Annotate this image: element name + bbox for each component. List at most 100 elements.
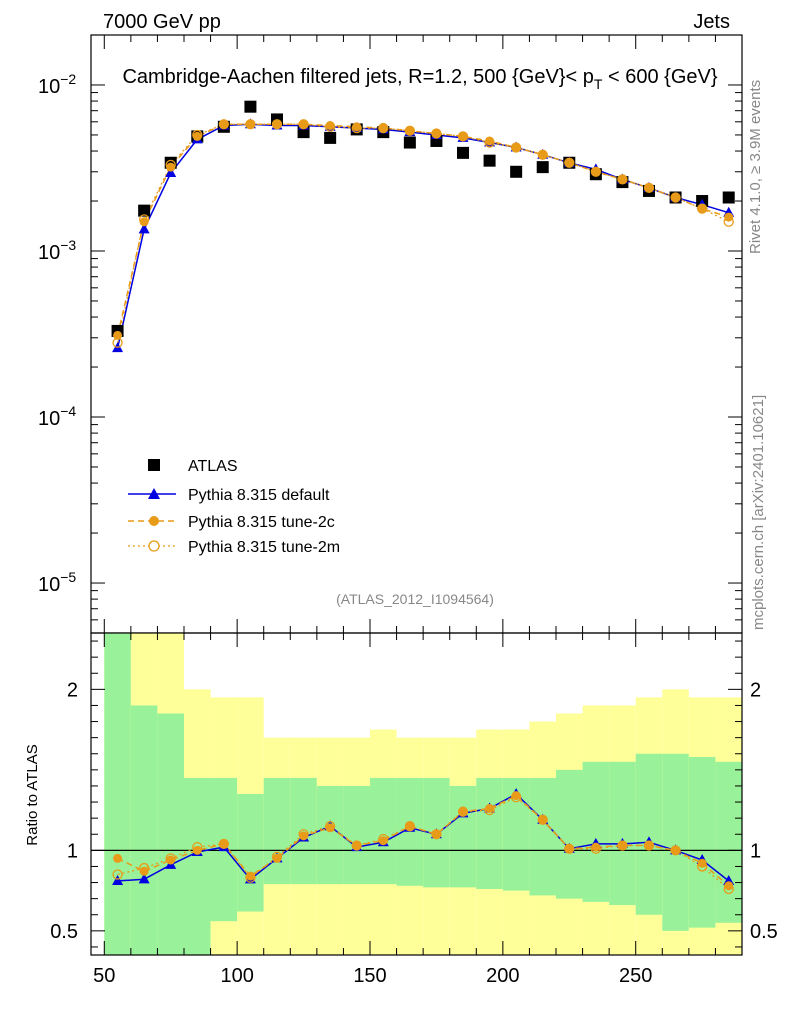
main-point-0-15: [510, 165, 523, 178]
ratio-ytick-label-left-2: 2: [67, 679, 78, 701]
ratio-point-1-19: [617, 841, 627, 851]
ratio-ytick-label-right-1: 1: [750, 840, 761, 862]
ratio-point-1-22: [697, 858, 707, 868]
ratio-band-inner-20: [635, 753, 663, 915]
ratio-band-inner-10: [370, 777, 397, 885]
main-point-2-21: [671, 192, 681, 202]
ratio-band-inner-5: [237, 794, 264, 912]
main-ytick-exp: −4: [60, 403, 76, 419]
ratio-point-2-16: [537, 814, 548, 825]
plot-title-end: < 600 {GeV}: [602, 66, 717, 88]
ratio-axes: 0.5 0.51 12 250 100 150 200 250: [50, 632, 778, 987]
main-point-2-7: [299, 119, 309, 129]
ratio-xtick-label-4: 250: [619, 965, 652, 987]
main-point-3-8: [324, 121, 336, 132]
ratio-xtick-label-0: 50: [93, 965, 115, 987]
ratio-band-inner-1: [130, 705, 158, 955]
ratio-ylabel: Ratio to ATLAS: [24, 744, 41, 845]
ratio-point-1-9: [352, 841, 362, 851]
main-point-3-17: [564, 157, 575, 168]
ratio-point-2-21: [670, 845, 681, 856]
legend-label-tune2c: Pythia 8.315 tune-2c: [188, 514, 335, 531]
header-jets: Jets: [693, 11, 730, 33]
main-point-3-23: [723, 216, 734, 227]
main-ytick-exp: −2: [60, 71, 76, 87]
ratio-point-2-18: [590, 843, 602, 854]
ratio-band-inner-19: [609, 761, 636, 906]
ratio-xtick-label-1: 100: [220, 965, 253, 987]
main-point-3-14: [484, 137, 495, 148]
ratio-point-1-16: [538, 815, 548, 825]
main-ytick-label-1: 10−4: [38, 403, 76, 430]
ratio-band-inner-14: [476, 777, 503, 889]
plot-title-sub: T: [594, 76, 603, 92]
main-point-0-7: [297, 126, 310, 139]
main-point-0-14: [483, 154, 496, 167]
main-point-0-8: [324, 131, 337, 144]
legend: ATLAS Pythia 8.315 default Pythia 8.315 …: [128, 458, 340, 556]
ratio-band-inner-6: [263, 777, 291, 885]
legend-marker-atlas: [148, 459, 160, 471]
ratio-frame: [90, 632, 743, 956]
ratio-point-2-6: [271, 851, 283, 862]
main-point-3-0: [112, 337, 123, 348]
main-point-2-10: [378, 123, 388, 133]
legend-label-default: Pythia 8.315 default: [188, 487, 330, 504]
ratio-xtick-label-3: 200: [486, 965, 519, 987]
main-ytick-exp: −5: [60, 569, 76, 585]
main-ytick-base: 10: [38, 574, 60, 596]
ratio-point-1-23: [724, 881, 734, 891]
ratio-point-2-15: [510, 792, 522, 803]
ratio-ytick-label-right-2: 2: [750, 679, 761, 701]
ratio-point-2-23: [723, 883, 734, 895]
ratio-point-2-12: [431, 829, 442, 840]
main-point-2-4: [219, 119, 229, 129]
plot-title: Cambridge-Aachen filtered jets, R=1.2, 5…: [122, 66, 717, 92]
main-point-2-12: [431, 129, 441, 139]
reference-label: (ATLAS_2012_I1094564): [336, 591, 494, 607]
main-point-3-5: [245, 119, 256, 130]
ratio-point-2-2: [165, 853, 176, 864]
main-ytick-base: 10: [38, 242, 60, 264]
ratio-band-inner-11: [396, 777, 424, 886]
ratio-point-2-14: [484, 804, 495, 816]
ratio-band-inner-16: [529, 777, 556, 896]
ratio-point-2-4: [218, 838, 230, 850]
ratio-point-2-5: [245, 872, 256, 883]
ratio-point-1-11: [405, 821, 415, 831]
ratio-point-2-3: [192, 841, 203, 853]
main-point-2-16: [538, 150, 548, 160]
ratio-band-inner-21: [662, 753, 689, 931]
ratio-point-2-11: [404, 821, 416, 832]
ratio-ytick-label-left-1: 1: [67, 840, 78, 862]
ratio-point-2-9: [351, 840, 362, 851]
ratio-point-2-8: [324, 821, 336, 832]
ratio-band-inner-8: [316, 785, 344, 885]
ratio-band-inner-23: [715, 761, 742, 923]
main-point-2-18: [591, 167, 601, 177]
ratio-point-2-20: [643, 840, 655, 851]
main-point-1-1: [138, 223, 150, 234]
main-point-0-16: [536, 161, 549, 174]
ratio-band-inner-18: [582, 761, 610, 902]
ratio-point-0-1: [138, 873, 150, 884]
ratio-point-2-0: [112, 869, 123, 880]
ratio-point-2-10: [378, 833, 389, 845]
ratio-band-inner-3: [184, 777, 211, 955]
main-point-2-15: [511, 143, 521, 153]
main-point-3-15: [510, 142, 522, 153]
main-ytick-label-0: 10−5: [38, 569, 76, 596]
main-point-2-0: [113, 330, 123, 340]
main-point-3-4: [218, 119, 230, 130]
main-point-0-11: [403, 136, 416, 149]
main-point-3-22: [696, 203, 708, 214]
main-point-0-13: [457, 146, 469, 159]
ratio-point-1-20: [644, 841, 654, 851]
main-point-3-1: [138, 214, 150, 225]
ratio-point-0-0: [112, 874, 124, 885]
ratio-point-1-13: [458, 807, 468, 817]
main-point-2-13: [458, 131, 468, 141]
main-point-2-6: [272, 119, 282, 129]
main-point-3-18: [590, 166, 602, 177]
ratio-point-1-3: [192, 845, 202, 855]
